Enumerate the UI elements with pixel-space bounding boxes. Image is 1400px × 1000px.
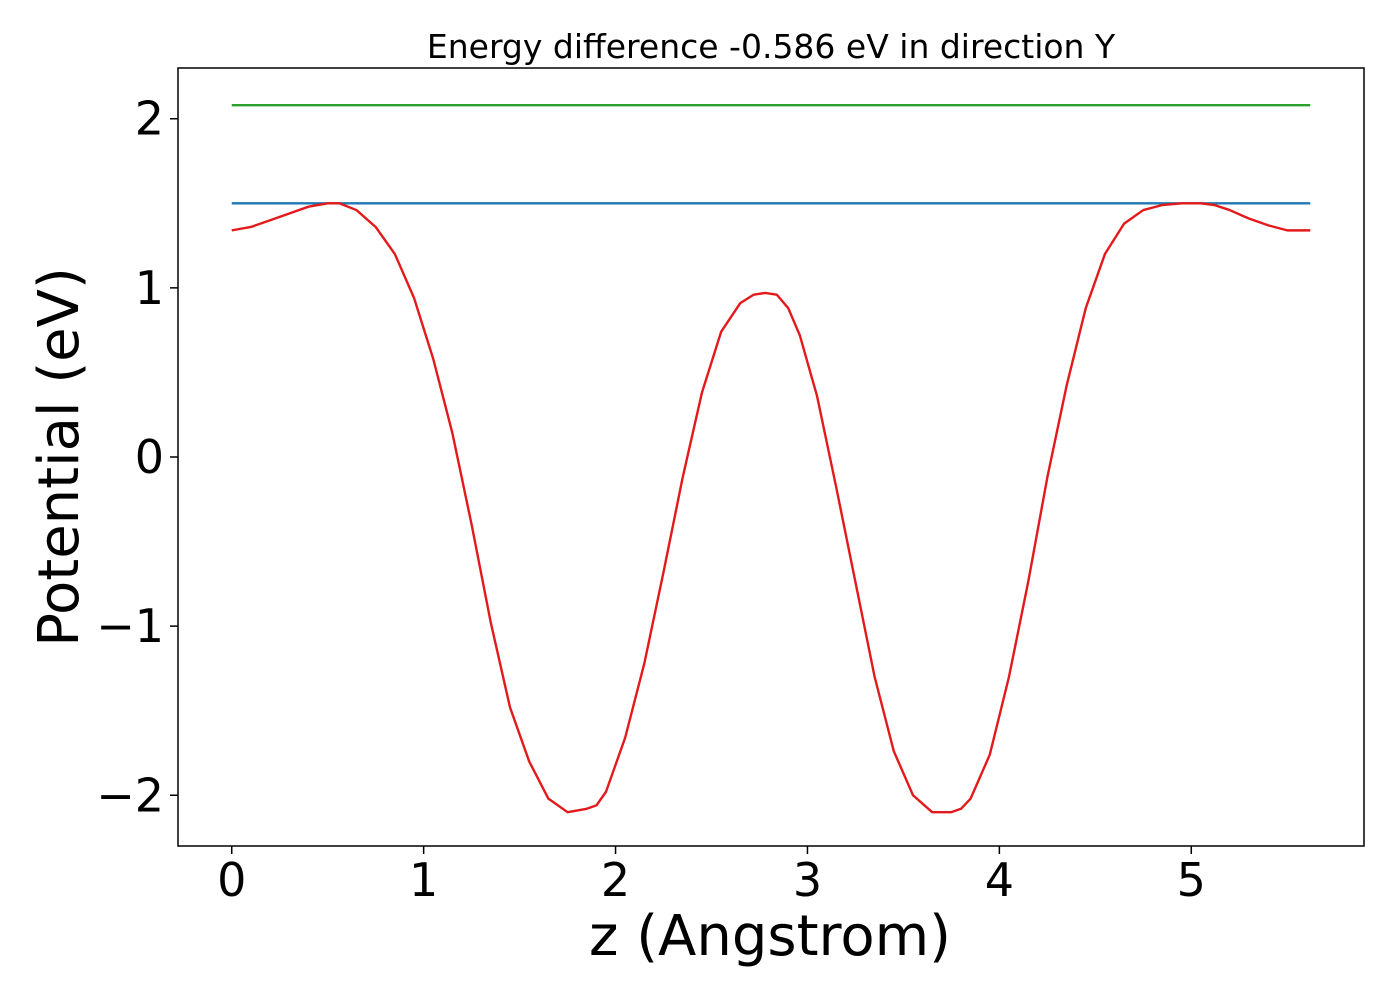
x-tick-label: 2 <box>601 853 630 907</box>
y-axis-ticks: −2 −1 0 1 2 <box>96 92 178 822</box>
x-axis-ticks: 0 1 2 3 4 5 <box>217 846 1206 907</box>
y-tick-label: −1 <box>96 599 164 653</box>
x-tick-label: 4 <box>985 853 1014 907</box>
x-axis-label: z (Angstrom) <box>589 904 951 969</box>
x-tick-label: 5 <box>1177 853 1206 907</box>
y-tick-label: −2 <box>96 768 164 822</box>
x-tick-label: 3 <box>793 853 822 907</box>
chart-title: Energy difference -0.586 eV in direction… <box>427 27 1116 66</box>
y-axis-label: Potential (eV) <box>27 267 92 647</box>
y-tick-label: 1 <box>135 261 164 315</box>
y-tick-label: 2 <box>135 92 164 146</box>
x-tick-label: 0 <box>217 853 246 907</box>
series-layer <box>231 104 1311 814</box>
x-tick-label: 1 <box>409 853 438 907</box>
series-line-potential <box>231 202 1311 814</box>
y-tick-label: 0 <box>135 430 164 484</box>
